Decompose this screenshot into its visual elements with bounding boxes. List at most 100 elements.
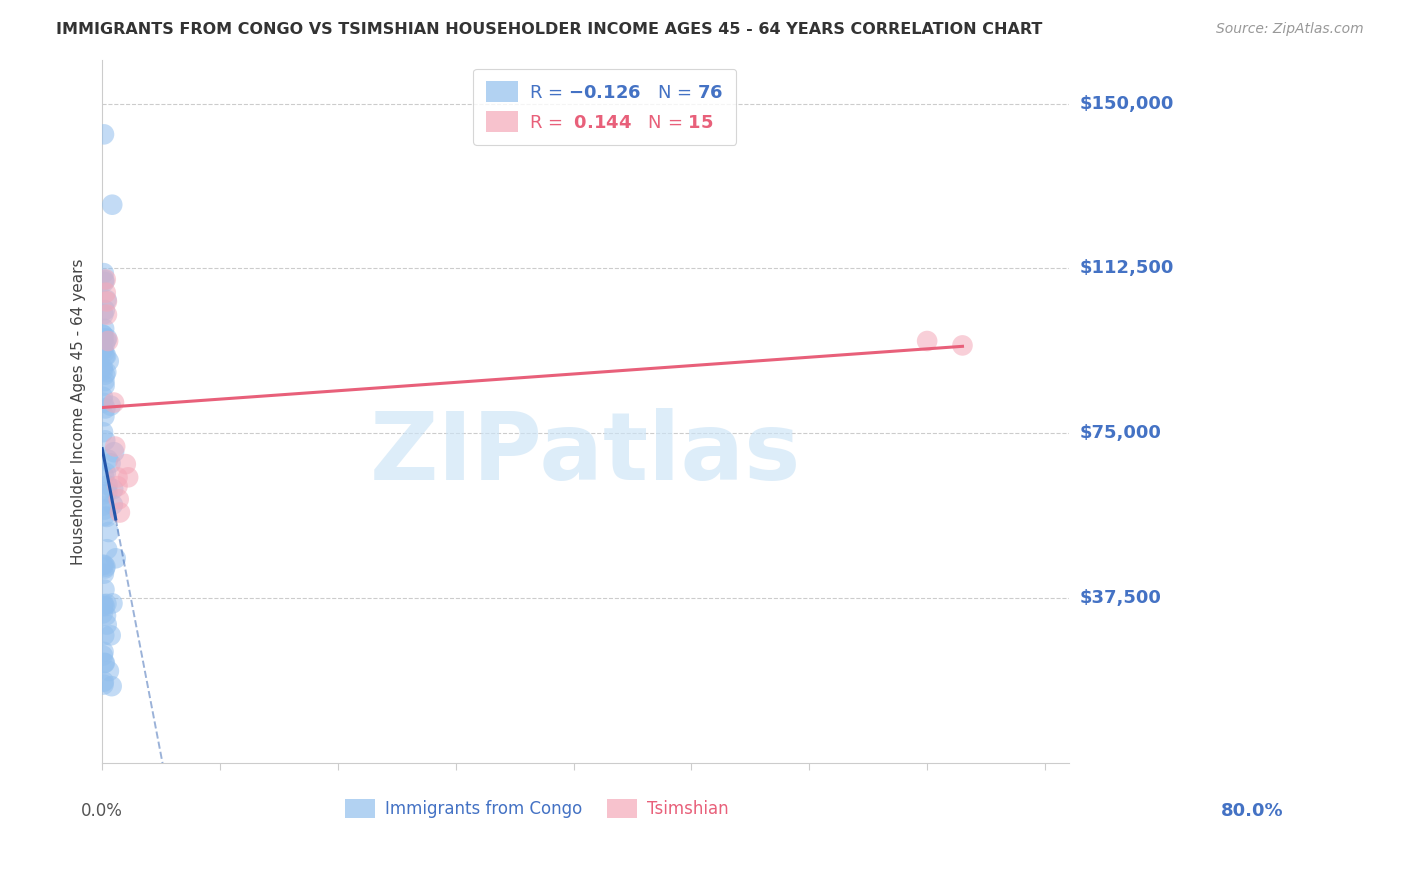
Point <box>91 342 114 356</box>
Point <box>96 333 118 347</box>
Point <box>97 478 120 492</box>
Text: $75,000: $75,000 <box>1080 425 1161 442</box>
Point <box>96 308 118 322</box>
Point <box>94 608 117 623</box>
Point <box>103 482 125 496</box>
Point <box>93 566 115 581</box>
Point <box>108 506 131 520</box>
Point <box>93 502 115 516</box>
Point <box>97 664 120 678</box>
Point <box>915 334 938 348</box>
Point <box>96 365 118 379</box>
Point <box>93 128 115 142</box>
Point <box>103 395 125 409</box>
Point <box>952 338 974 352</box>
Point <box>91 360 114 375</box>
Point <box>94 349 117 363</box>
Point <box>96 293 118 307</box>
Point <box>94 656 117 670</box>
Point <box>93 508 115 523</box>
Point <box>94 559 117 574</box>
Point <box>117 470 139 484</box>
Point <box>91 425 114 440</box>
Text: ZIPatlas: ZIPatlas <box>370 408 801 500</box>
Point <box>103 445 125 459</box>
Point <box>91 499 114 513</box>
Point <box>93 645 115 659</box>
Point <box>91 648 114 663</box>
Point <box>96 542 118 557</box>
Point <box>101 498 124 512</box>
Point <box>91 343 114 357</box>
Point <box>94 285 117 300</box>
Point <box>94 272 117 286</box>
Point <box>114 457 136 471</box>
Point <box>91 334 114 349</box>
Text: 80.0%: 80.0% <box>1220 802 1284 820</box>
Point <box>94 466 117 480</box>
Point <box>93 374 115 388</box>
Point <box>100 679 122 693</box>
Point <box>96 510 118 524</box>
Point <box>97 334 120 348</box>
Point <box>91 487 114 501</box>
Point <box>94 349 117 363</box>
Point <box>107 479 129 493</box>
Point <box>93 678 115 692</box>
Point <box>93 337 115 351</box>
Point <box>94 401 117 416</box>
Point <box>107 470 129 484</box>
Point <box>96 597 118 611</box>
Point <box>91 363 114 377</box>
Point <box>94 303 117 318</box>
Point <box>97 354 120 368</box>
Point <box>93 378 115 392</box>
Point <box>97 452 120 467</box>
Point <box>93 396 115 410</box>
Point <box>100 628 122 642</box>
Text: 0.0%: 0.0% <box>82 802 124 820</box>
Point <box>91 390 114 404</box>
Point <box>93 307 115 321</box>
Point <box>91 327 114 342</box>
Point <box>93 345 115 359</box>
Point <box>100 456 122 470</box>
Point <box>93 656 115 670</box>
Point <box>93 599 115 614</box>
Point <box>93 409 115 424</box>
Legend: Immigrants from Congo, Tsimshian: Immigrants from Congo, Tsimshian <box>339 793 735 825</box>
Point <box>93 275 115 289</box>
Point <box>94 434 117 448</box>
Point <box>93 273 115 287</box>
Point <box>107 492 129 507</box>
Point <box>93 628 115 642</box>
Point <box>96 294 118 309</box>
Point <box>94 561 117 575</box>
Point <box>93 468 115 483</box>
Point <box>93 597 115 611</box>
Text: $37,500: $37,500 <box>1080 590 1161 607</box>
Point <box>104 440 127 454</box>
Point <box>96 331 118 345</box>
Point <box>91 328 114 343</box>
Point <box>93 322 115 336</box>
Point <box>93 331 115 345</box>
Y-axis label: Householder Income Ages 45 - 64 years: Householder Income Ages 45 - 64 years <box>72 258 86 565</box>
Point <box>93 266 115 280</box>
Point <box>96 484 118 499</box>
Point <box>96 617 118 632</box>
Point <box>91 558 114 572</box>
Point <box>91 607 114 621</box>
Text: Source: ZipAtlas.com: Source: ZipAtlas.com <box>1216 22 1364 37</box>
Point <box>93 558 115 572</box>
Point <box>94 368 117 382</box>
Point <box>93 674 115 689</box>
Point <box>100 399 122 413</box>
Point <box>104 551 127 566</box>
Text: IMMIGRANTS FROM CONGO VS TSIMSHIAN HOUSEHOLDER INCOME AGES 45 - 64 YEARS CORRELA: IMMIGRANTS FROM CONGO VS TSIMSHIAN HOUSE… <box>56 22 1043 37</box>
Point <box>93 582 115 597</box>
Point <box>97 524 120 539</box>
Point <box>91 599 114 613</box>
Text: $112,500: $112,500 <box>1080 260 1174 277</box>
Point <box>101 596 124 610</box>
